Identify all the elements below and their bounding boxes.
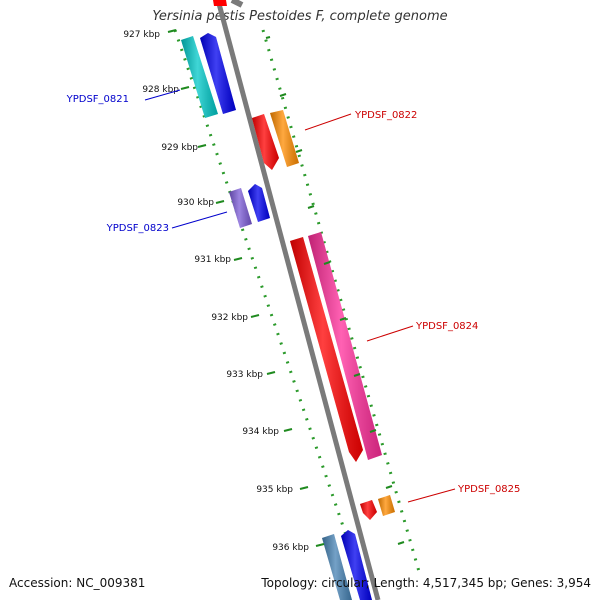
map-title: Yersinia pestis Pestoides F, complete ge…	[152, 9, 448, 24]
accession-text: Accession: NC_009381	[9, 576, 146, 590]
tick-label: 932 kbp	[211, 313, 248, 323]
tick-labels: 927 kbp 928 kbp 929 kbp 930 kbp 931 kbp …	[123, 30, 309, 553]
gene-orange-0822[interactable]	[270, 110, 299, 167]
gene-ypdsf-0825[interactable]	[360, 500, 377, 520]
tick-label: 936 kbp	[272, 543, 309, 553]
gene-label-ypdsf-0823[interactable]: YPDSF_0823	[106, 223, 169, 234]
gene-blue-0821-pair[interactable]	[200, 33, 236, 114]
tick-label: 927 kbp	[123, 30, 160, 40]
tick-label: 931 kbp	[194, 255, 231, 265]
tick-label: 933 kbp	[226, 370, 263, 380]
gene-label-ypdsf-0824[interactable]: YPDSF_0824	[415, 321, 478, 332]
label-leaders	[144, 89, 456, 503]
tick-marks	[167, 29, 405, 547]
genome-backbone-edge	[230, 0, 244, 8]
gene-label-ypdsf-0821[interactable]: YPDSF_0821	[66, 94, 129, 105]
tick-label: 930 kbp	[177, 198, 214, 208]
gene-orange-0825[interactable]	[378, 495, 395, 516]
gene-ypdsf-0822[interactable]	[252, 114, 279, 170]
tick-label: 929 kbp	[161, 143, 198, 153]
gene-ypdsf-0823[interactable]	[229, 188, 252, 228]
gene-steel-bottom[interactable]	[322, 534, 352, 600]
genome-summary: Topology: circular; Length: 4,517,345 bp…	[261, 576, 591, 590]
gene-blue-bottom[interactable]	[341, 530, 372, 600]
tick-label: 935 kbp	[256, 485, 293, 495]
gene-pink-0824[interactable]	[308, 232, 382, 460]
tick-label: 934 kbp	[242, 427, 279, 437]
gene-ypdsf-0821[interactable]	[181, 36, 218, 118]
tick-label: 928 kbp	[142, 85, 179, 95]
outer-track-border	[173, 29, 370, 600]
gene-ypdsf-0824[interactable]	[290, 237, 363, 462]
gene-top-partial[interactable]	[213, 0, 227, 6]
gene-label-ypdsf-0825[interactable]: YPDSF_0825	[457, 484, 520, 495]
gene-label-ypdsf-0822[interactable]: YPDSF_0822	[354, 110, 417, 121]
gene-blue-0823-pair[interactable]	[248, 184, 270, 222]
genome-backbone	[215, 0, 381, 600]
